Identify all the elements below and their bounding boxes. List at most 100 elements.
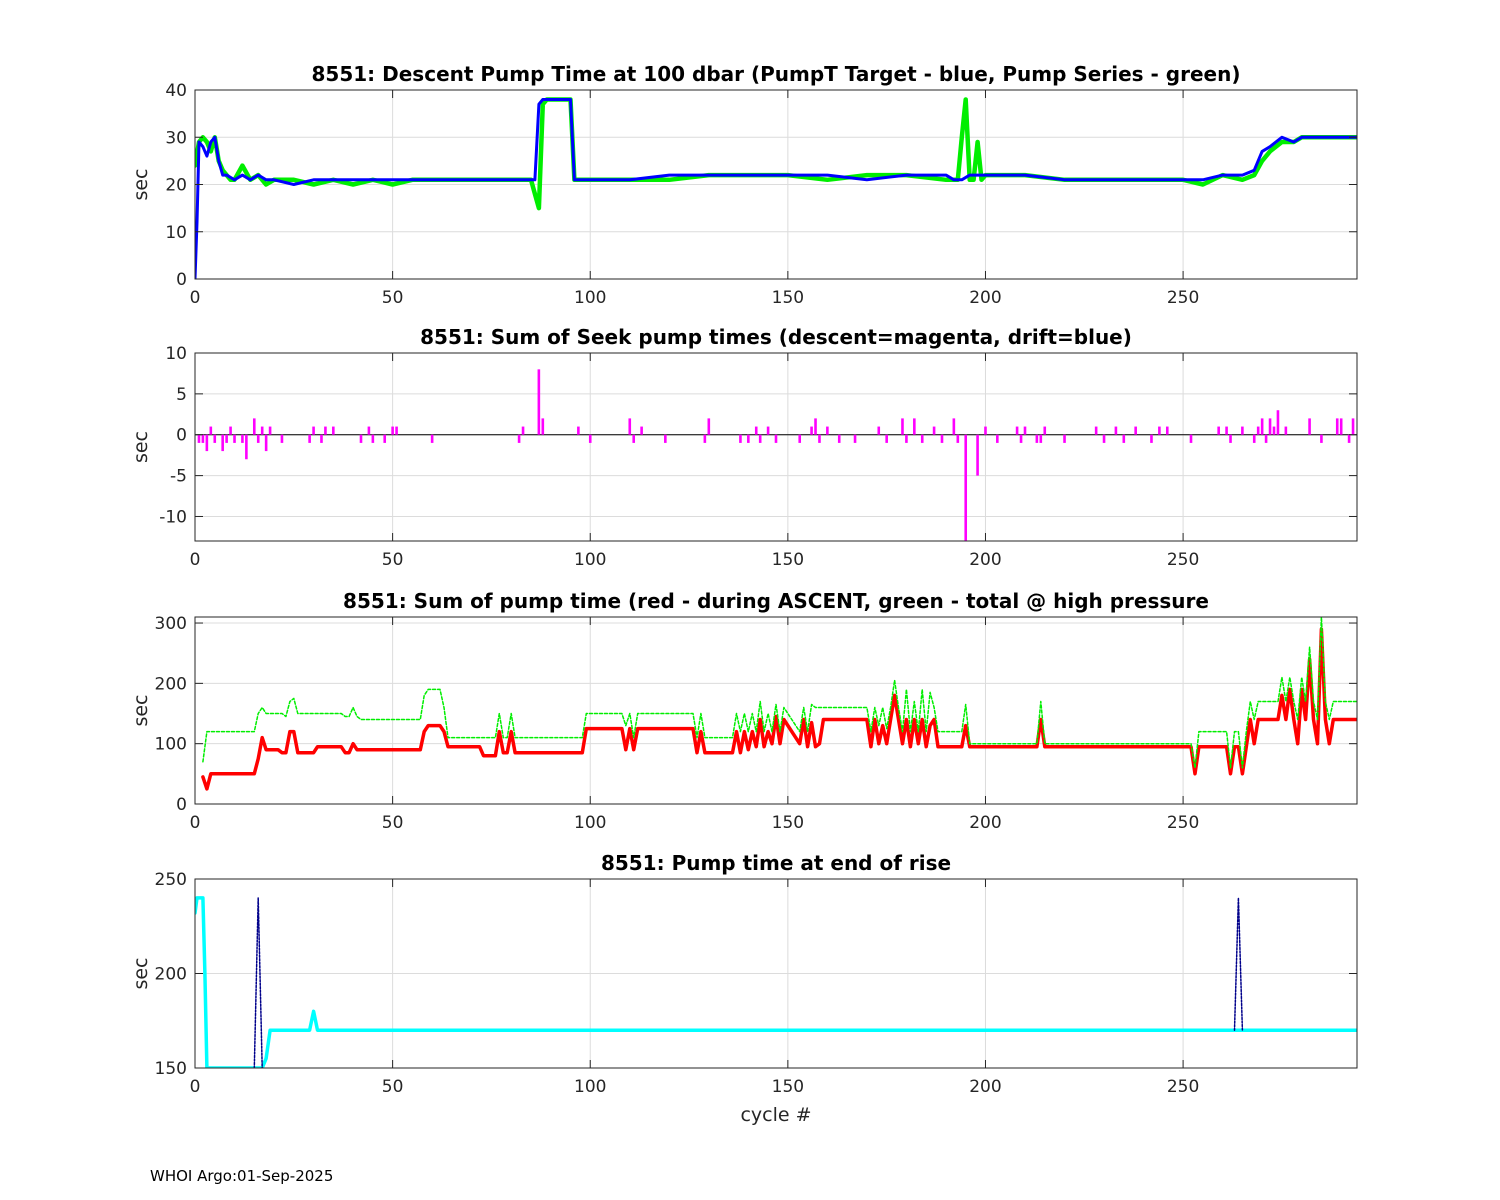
bar (837, 434, 841, 443)
bar (233, 434, 236, 443)
bar (747, 434, 750, 443)
bar (1351, 418, 1355, 435)
bar (1015, 426, 1019, 435)
bar (766, 426, 770, 435)
panel-sum-pump-time: 0 50 100 150 200 250 0 100 200 300 8551: Sum of pu… (130, 589, 1358, 833)
bar (932, 426, 936, 435)
bar (1335, 418, 1339, 435)
plot-data (195, 97, 1357, 279)
x-tick-label: 200 (969, 550, 1001, 570)
y-tick-label: 250 (155, 870, 187, 890)
bar (1339, 418, 1343, 435)
y-tick-label: 5 (176, 385, 187, 405)
plot-data (195, 896, 1357, 1068)
series-line-spike (253, 897, 263, 1068)
bar (1256, 426, 1260, 435)
bar (1320, 434, 1323, 443)
bar (1150, 434, 1153, 443)
bar (956, 434, 960, 443)
y-axis-label: sec (130, 168, 152, 200)
bar (541, 418, 545, 435)
bar (1241, 426, 1244, 435)
x-tick-label: 100 (574, 1077, 606, 1097)
y-tick-label: 10 (165, 223, 187, 243)
bar (1268, 418, 1272, 435)
bar (810, 426, 813, 435)
bar (221, 434, 224, 452)
bar (264, 434, 268, 452)
y-tick-label: -5 (170, 467, 187, 487)
x-tick-label: 0 (190, 813, 201, 833)
bar (395, 426, 398, 435)
x-tick-label: 100 (574, 288, 606, 308)
bar (1225, 426, 1228, 435)
bar (1063, 434, 1066, 443)
x-tick-label: 50 (382, 1077, 404, 1097)
x-tick-label: 200 (969, 288, 1001, 308)
bar (280, 434, 284, 443)
footer-text: WHOI Argo:01-Sep-2025 (150, 1167, 333, 1185)
bar (814, 418, 817, 435)
bar (640, 426, 643, 435)
bar (1272, 426, 1276, 435)
y-tick-label: 200 (155, 965, 187, 985)
bar (1043, 426, 1047, 435)
plot-data (195, 369, 1357, 541)
y-axis-label: sec (130, 431, 152, 463)
chart-title: 8551: Sum of pump time (red - during ASC… (343, 589, 1209, 613)
bar (324, 426, 327, 435)
bar (877, 426, 881, 435)
bar (229, 426, 232, 435)
bar (952, 418, 956, 435)
bar (818, 434, 821, 443)
bar (1023, 426, 1027, 435)
x-tick-label: 50 (382, 288, 404, 308)
panel-descent-pump-time: 0 50 100 150 200 250 0 10 20 30 40 8551: Descent Pu… (130, 62, 1358, 308)
x-tick-label: 250 (1167, 288, 1199, 308)
bar (308, 434, 311, 443)
bar (225, 434, 228, 443)
bar (1252, 434, 1256, 443)
y-tick-label: 20 (165, 176, 187, 196)
x-tick-label: 150 (772, 1077, 804, 1097)
y-tick-label: 150 (155, 1059, 187, 1079)
x-tick-label: 0 (190, 288, 201, 308)
x-tick-label: 200 (969, 813, 1001, 833)
y-axis-label: sec (130, 957, 152, 989)
y-tick-label: 10 (165, 344, 187, 364)
bar (521, 426, 525, 435)
bar (964, 434, 968, 541)
x-tick-label: 100 (574, 813, 606, 833)
bar (320, 434, 323, 443)
bar (1308, 418, 1311, 435)
bar (1134, 426, 1137, 435)
bar (312, 426, 315, 435)
y-tick-label: 200 (155, 674, 187, 694)
bar (1217, 426, 1220, 435)
y-tick-label: 0 (176, 795, 187, 815)
bar (703, 434, 707, 443)
x-tick-label: 50 (382, 550, 404, 570)
bar (241, 434, 244, 443)
bar (1284, 426, 1288, 435)
x-tick-label: 250 (1167, 813, 1199, 833)
bar (430, 434, 434, 443)
bar (1035, 434, 1039, 443)
bar (1122, 434, 1126, 443)
bar (885, 434, 888, 443)
chart-title: 8551: Sum of Seek pump times (descent=ma… (420, 325, 1132, 349)
x-tick-label: 0 (190, 550, 201, 570)
bar (588, 434, 592, 443)
bar (798, 434, 802, 443)
bar (920, 434, 924, 443)
axes-box (194, 352, 1358, 542)
x-tick-label: 250 (1167, 1077, 1199, 1097)
bar (371, 434, 375, 443)
bar (537, 369, 541, 435)
bar (628, 418, 632, 435)
bar (1158, 426, 1161, 435)
bar (197, 434, 201, 443)
bar (1260, 418, 1264, 435)
bar (1347, 434, 1351, 443)
bar (758, 434, 762, 443)
